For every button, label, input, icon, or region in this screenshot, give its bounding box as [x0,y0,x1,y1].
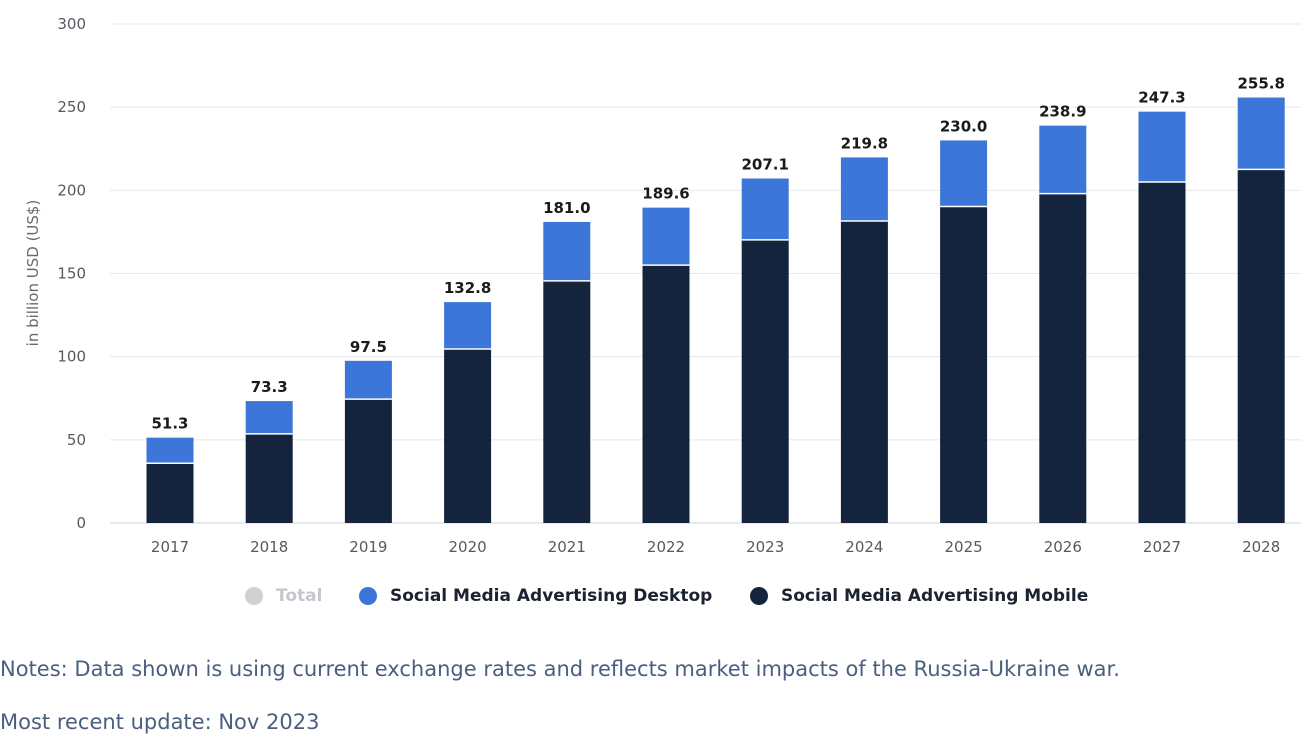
x-tick-label: 2021 [548,538,586,556]
x-tick-label: 2023 [746,538,784,556]
bar-mobile[interactable] [1237,169,1285,523]
x-tick-label: 2024 [845,538,883,556]
bar-desktop[interactable] [1237,97,1285,170]
bar-total-label: 230.0 [940,117,987,135]
update-date: Most recent update: Nov 2023 [0,710,320,734]
x-tick-label: 2028 [1242,538,1280,556]
bar-desktop[interactable] [245,401,293,434]
legend-item-total[interactable]: Total [245,582,322,610]
bar-total-label: 219.8 [841,134,888,152]
legend-item-mobile[interactable]: Social Media Advertising Mobile [750,582,1088,610]
x-tick-label: 2025 [945,538,983,556]
bar-desktop[interactable] [1138,111,1186,183]
y-axis-title: in billion USD (US$) [24,200,42,347]
y-tick-label: 100 [57,348,86,366]
bar-total-label: 255.8 [1237,75,1284,93]
bar-mobile[interactable] [642,265,690,523]
bar-mobile[interactable] [444,349,492,523]
y-tick-label: 200 [57,181,86,199]
bar-total-label: 181.0 [543,199,590,217]
bar-desktop[interactable] [940,140,988,207]
bar-mobile[interactable] [1138,182,1186,523]
x-tick-label: 2018 [250,538,288,556]
y-tick-label: 250 [57,98,86,116]
legend-label-desktop: Social Media Advertising Desktop [390,586,713,606]
bar-mobile[interactable] [1039,193,1087,523]
bar-mobile[interactable] [741,239,789,523]
legend-swatch-mobile [750,587,768,605]
bar-mobile[interactable] [344,399,392,523]
bar-total-label: 132.8 [444,279,491,297]
bar-total-label: 247.3 [1138,89,1185,107]
legend-swatch-total [245,587,263,605]
legend-label-mobile: Social Media Advertising Mobile [781,586,1089,606]
x-tick-label: 2022 [647,538,685,556]
legend-item-desktop[interactable]: Social Media Advertising Desktop [359,582,712,610]
bar-mobile[interactable] [245,433,293,523]
bar-desktop[interactable] [344,360,392,400]
y-tick-label: 0 [76,514,86,532]
bar-total-label: 189.6 [642,185,689,203]
bar-mobile[interactable] [146,463,194,523]
bar-mobile[interactable] [940,206,988,524]
bar-desktop[interactable] [444,302,492,350]
x-tick-label: 2019 [349,538,387,556]
x-tick-label: 2020 [449,538,487,556]
bar-desktop[interactable] [543,221,591,281]
x-tick-label: 2026 [1044,538,1082,556]
y-tick-label: 50 [67,431,86,449]
legend-swatch-desktop [359,587,377,605]
x-tick-label: 2017 [151,538,189,556]
y-tick-label: 300 [57,15,86,33]
chart-notes: Notes: Data shown is using current excha… [0,657,1120,681]
x-tick-label: 2027 [1143,538,1181,556]
bar-total-label: 207.1 [741,156,788,174]
bar-total-label: 238.9 [1039,103,1086,121]
bar-desktop[interactable] [642,207,690,266]
bar-desktop[interactable] [1039,125,1087,194]
bar-desktop[interactable] [840,157,888,221]
bar-total-label: 51.3 [151,415,188,433]
bar-mobile[interactable] [543,280,591,523]
bar-total-label: 97.5 [350,338,387,356]
y-tick-label: 150 [57,265,86,283]
bar-mobile[interactable] [840,220,888,523]
legend-label-total: Total [276,586,323,606]
bar-desktop[interactable] [741,178,789,240]
bar-desktop[interactable] [146,437,194,464]
bar-total-label: 73.3 [251,378,288,396]
stacked-bar-chart: 0 50 100 150 200 250 300 in billion USD (US$) 51… [24,15,1301,556]
chart-legend: Total Social Media Advertising Desktop S… [0,582,1301,610]
